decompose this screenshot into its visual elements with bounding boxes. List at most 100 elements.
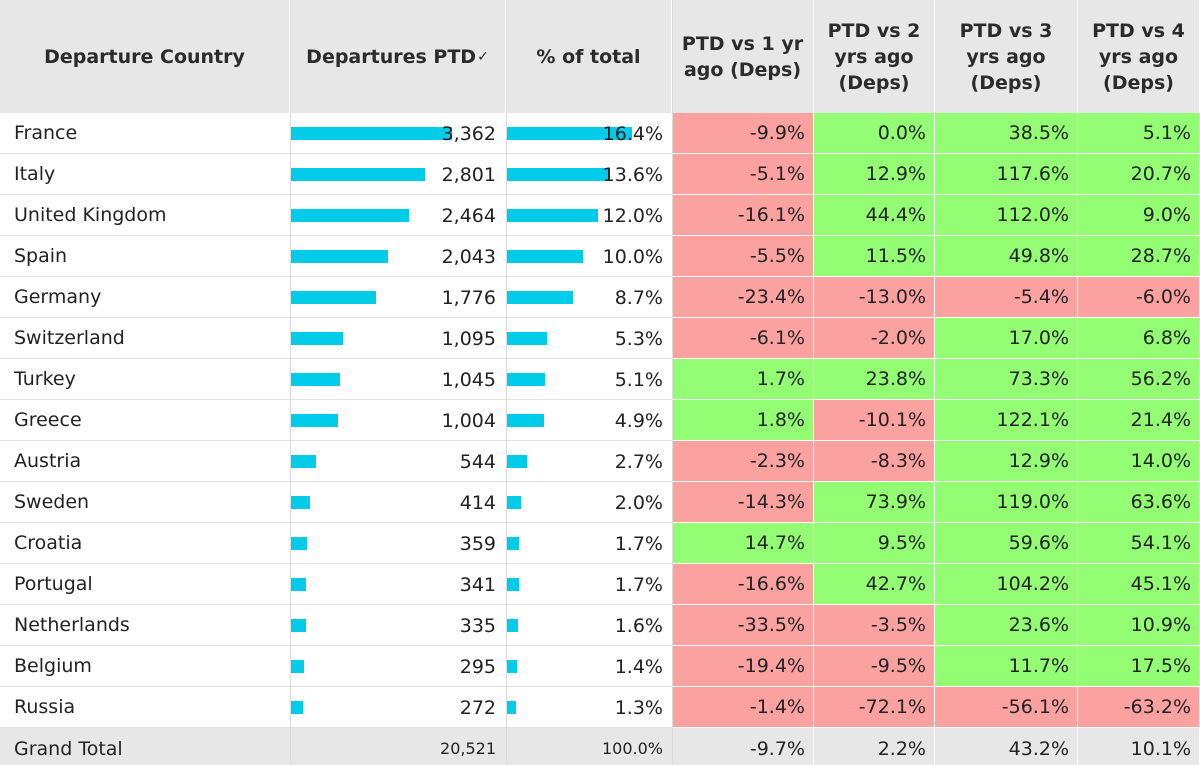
ptd-vs-2yr-cell: -8.3% xyxy=(814,441,935,482)
departures-bar xyxy=(290,373,341,386)
table-row[interactable]: Greece 1,004 4.9% 1.8% -10.1% 122.1% 21.4% xyxy=(0,400,1200,441)
share-cell: 1.3% xyxy=(506,687,672,728)
share-cell: 16.4% xyxy=(506,113,672,154)
share-cell: 1.4% xyxy=(506,646,672,687)
ptd-vs-4yr-cell: 17.5% xyxy=(1078,646,1200,687)
column-divider xyxy=(506,0,507,765)
ptd-vs-3yr-cell: 73.3% xyxy=(935,359,1078,400)
departures-bar xyxy=(290,701,304,714)
share-cell: 5.3% xyxy=(506,318,672,359)
share-value: 1.7% xyxy=(614,573,663,596)
sort-icon[interactable]: ✓ xyxy=(477,48,489,65)
share-bar xyxy=(506,332,547,345)
table-row[interactable]: Sweden 414 2.0% -14.3% 73.9% 119.0% 63.6% xyxy=(0,482,1200,523)
column-divider xyxy=(290,0,291,765)
country-cell: Belgium xyxy=(0,646,290,687)
ptd-vs-4yr-cell: 6.8% xyxy=(1078,318,1200,359)
share-bar xyxy=(506,291,573,304)
ptd-vs-2yr-cell: 23.8% xyxy=(814,359,935,400)
header-departures-ptd[interactable]: Departures PTD ✓ xyxy=(290,0,506,113)
table-row[interactable]: Belgium 295 1.4% -19.4% -9.5% 11.7% 17.5% xyxy=(0,646,1200,687)
header-departure-country-label: Departure Country xyxy=(44,45,245,68)
table-row[interactable]: Portugal 341 1.7% -16.6% 42.7% 104.2% 45.1% xyxy=(0,564,1200,605)
departures-value: 359 xyxy=(459,532,496,555)
departures-cell: 1,045 xyxy=(290,359,506,400)
ptd-vs-3yr-cell: -56.1% xyxy=(935,687,1078,728)
ptd-vs-1yr-cell: -19.4% xyxy=(672,646,814,687)
country-cell: Russia xyxy=(0,687,290,728)
share-bar xyxy=(506,701,516,714)
table-row[interactable]: Austria 544 2.7% -2.3% -8.3% 12.9% 14.0% xyxy=(0,441,1200,482)
share-cell: 12.0% xyxy=(506,195,672,236)
header-departures-ptd-label: Departures PTD xyxy=(306,45,477,68)
header-ptd-vs-3yrs[interactable]: PTD vs 3 yrs ago (Deps) xyxy=(935,0,1078,113)
table-row[interactable]: Croatia 359 1.7% 14.7% 9.5% 59.6% 54.1% xyxy=(0,523,1200,564)
ptd-vs-1yr-cell: -6.1% xyxy=(672,318,814,359)
table-row[interactable]: Italy 2,801 13.6% -5.1% 12.9% 117.6% 20.7% xyxy=(0,154,1200,195)
header-ptd-vs-1yr-label: PTD vs 1 yr ago (Deps) xyxy=(681,32,804,81)
ptd-vs-4yr-cell: 28.7% xyxy=(1078,236,1200,277)
country-cell: Greece xyxy=(0,400,290,441)
ptd-vs-4yr-cell: 21.4% xyxy=(1078,400,1200,441)
table-row[interactable]: Germany 1,776 8.7% -23.4% -13.0% -5.4% -6.0% xyxy=(0,277,1200,318)
share-cell: 1.6% xyxy=(506,605,672,646)
departures-cell: 2,043 xyxy=(290,236,506,277)
header-ptd-vs-4yrs[interactable]: PTD vs 4 yrs ago (Deps) xyxy=(1078,0,1200,113)
departures-value: 295 xyxy=(459,655,496,678)
departures-cell: 295 xyxy=(290,646,506,687)
ptd-vs-4yr-cell: 5.1% xyxy=(1078,113,1200,154)
country-cell: United Kingdom xyxy=(0,195,290,236)
departures-bar xyxy=(290,168,425,181)
ptd-vs-3yr-cell: 49.8% xyxy=(935,236,1078,277)
ptd-vs-3yr-cell: 59.6% xyxy=(935,523,1078,564)
ptd-vs-2yr-cell: 12.9% xyxy=(814,154,935,195)
grand-total-share: 100.0% xyxy=(601,739,663,758)
ptd-vs-3yr-cell: 11.7% xyxy=(935,646,1078,687)
ptd-vs-2yr-cell: -10.1% xyxy=(814,400,935,441)
ptd-vs-3yr-cell: 122.1% xyxy=(935,400,1078,441)
table-row[interactable]: Netherlands 335 1.6% -33.5% -3.5% 23.6% 10.9% xyxy=(0,605,1200,646)
table-row[interactable]: Spain 2,043 10.0% -5.5% 11.5% 49.8% 28.7% xyxy=(0,236,1200,277)
share-value: 1.3% xyxy=(614,696,663,719)
share-value: 8.7% xyxy=(614,286,663,309)
ptd-vs-4yr-cell: 54.1% xyxy=(1078,523,1200,564)
share-value: 1.7% xyxy=(614,532,663,555)
ptd-vs-4yr-cell: 14.0% xyxy=(1078,441,1200,482)
column-divider xyxy=(672,0,673,765)
grand-total-label: Grand Total xyxy=(14,737,123,760)
country-cell: Croatia xyxy=(0,523,290,564)
header-ptd-vs-2yrs[interactable]: PTD vs 2 yrs ago (Deps) xyxy=(814,0,935,113)
departures-cell: 335 xyxy=(290,605,506,646)
ptd-vs-4yr-cell: 56.2% xyxy=(1078,359,1200,400)
ptd-vs-3yr-cell: 104.2% xyxy=(935,564,1078,605)
table-row[interactable]: Russia 272 1.3% -1.4% -72.1% -56.1% -63.2% xyxy=(0,687,1200,728)
departures-cell: 544 xyxy=(290,441,506,482)
share-bar xyxy=(506,414,544,427)
share-bar xyxy=(506,127,632,140)
table-row[interactable]: France 3,362 16.4% -9.9% 0.0% 38.5% 5.1% xyxy=(0,113,1200,154)
ptd-vs-3yr-cell: -5.4% xyxy=(935,277,1078,318)
country-cell: Italy xyxy=(0,154,290,195)
country-cell: Portugal xyxy=(0,564,290,605)
share-cell: 10.0% xyxy=(506,236,672,277)
share-value: 4.9% xyxy=(614,409,663,432)
country-cell: Switzerland xyxy=(0,318,290,359)
country-cell: Turkey xyxy=(0,359,290,400)
departures-bar xyxy=(290,291,376,304)
ptd-vs-3yr-cell: 17.0% xyxy=(935,318,1078,359)
table-row[interactable]: United Kingdom 2,464 12.0% -16.1% 44.4% 112.0… xyxy=(0,195,1200,236)
header-departure-country[interactable]: Departure Country xyxy=(0,0,290,113)
departures-value: 341 xyxy=(459,573,496,596)
ptd-vs-3yr-cell: 112.0% xyxy=(935,195,1078,236)
table-row[interactable]: Switzerland 1,095 5.3% -6.1% -2.0% 17.0% 6.8% xyxy=(0,318,1200,359)
header-ptd-vs-1yr[interactable]: PTD vs 1 yr ago (Deps) xyxy=(672,0,814,113)
share-bar xyxy=(506,209,599,222)
grand-total-departures: 20,521 xyxy=(440,739,496,758)
share-cell: 1.7% xyxy=(506,564,672,605)
ptd-vs-1yr-cell: 1.7% xyxy=(672,359,814,400)
header-percent-of-total[interactable]: % of total xyxy=(506,0,672,113)
share-cell: 8.7% xyxy=(506,277,672,318)
departures-value: 3,362 xyxy=(441,122,496,145)
table-row[interactable]: Turkey 1,045 5.1% 1.7% 23.8% 73.3% 56.2% xyxy=(0,359,1200,400)
departures-cell: 272 xyxy=(290,687,506,728)
